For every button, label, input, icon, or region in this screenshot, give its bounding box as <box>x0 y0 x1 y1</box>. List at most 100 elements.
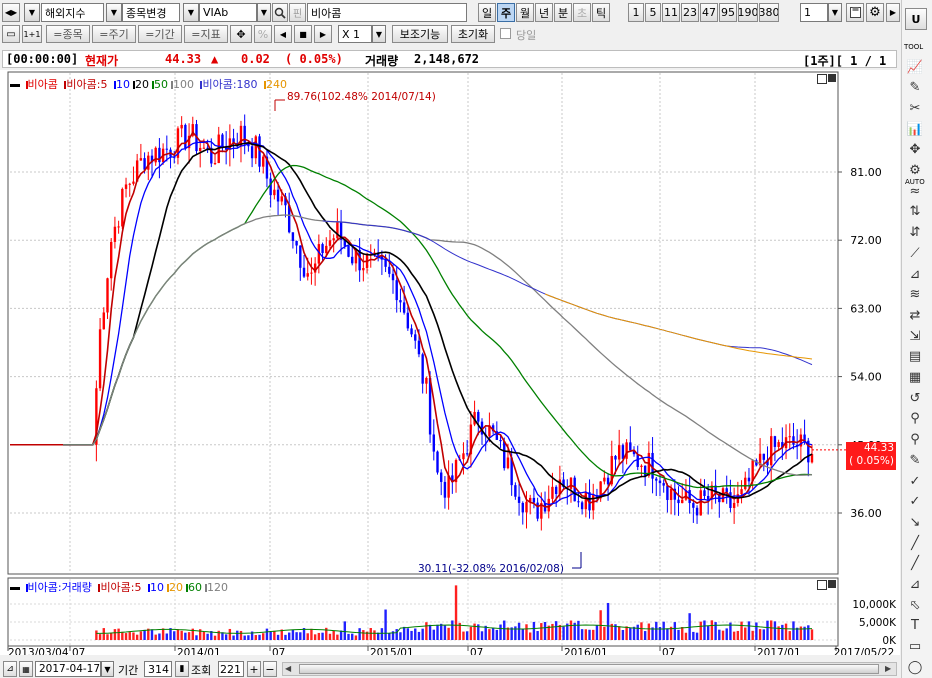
stop-button[interactable]: ■ <box>294 25 312 43</box>
save-button[interactable] <box>846 3 864 22</box>
interval-button-1[interactable]: 5 <box>645 3 661 22</box>
check-icon[interactable]: ✓ <box>909 473 921 489</box>
legend-vma-swatch-icon <box>205 584 208 592</box>
percent-button[interactable]: % <box>254 25 272 43</box>
menu-arrows-button[interactable]: ◀▶ <box>2 3 20 22</box>
layout-button[interactable]: ▭ <box>2 25 20 43</box>
market-dropdown-button[interactable]: ▼ <box>24 3 40 22</box>
pin-button[interactable]: 핀 <box>289 3 306 22</box>
cut-icon[interactable]: ✂ <box>909 100 921 116</box>
sort2-icon[interactable]: ⇵ <box>909 225 921 241</box>
scroll-left-arrow-icon[interactable]: ◀ <box>285 664 292 673</box>
text-icon[interactable]: T <box>911 618 919 634</box>
aux-function-button[interactable]: 보조기능 <box>392 25 448 43</box>
right-toolbar-top-button[interactable]: U <box>905 8 927 30</box>
pencil-icon[interactable]: ✎ <box>909 80 921 96</box>
grid-icon[interactable]: ▦ <box>908 370 922 385</box>
period-button-5[interactable]: 초 <box>573 3 591 22</box>
zoom-in-icon[interactable]: ⚲ <box>910 411 920 427</box>
interval-button-0[interactable]: 1 <box>628 3 644 22</box>
symbol-dropdown-button[interactable]: ▼ <box>183 3 199 22</box>
change-symbol-field[interactable]: 종목변경 <box>122 3 180 22</box>
line-icon[interactable]: ╱ <box>911 535 919 551</box>
symbol-code-input[interactable]: VIAb <box>199 3 257 22</box>
move-icon[interactable]: ✥ <box>909 142 921 158</box>
price-panel-maximize-icon[interactable] <box>817 74 827 84</box>
scrollbar-thumb[interactable] <box>299 664 879 674</box>
trend-icon[interactable]: ⟋ <box>910 245 920 261</box>
interval-button-3[interactable]: 23 <box>681 3 699 22</box>
symbol-code-dropdown-button[interactable]: ▼ <box>257 3 271 22</box>
angle-icon[interactable]: ⊿ <box>909 266 921 282</box>
link-symbol-button[interactable]: =종목 <box>46 25 90 43</box>
scroll-left-button[interactable]: ◀ <box>274 25 292 43</box>
pattern-icon[interactable]: ≋ <box>909 287 921 303</box>
same-day-checkbox[interactable] <box>500 28 511 39</box>
rectangle-icon[interactable]: ▭ <box>908 639 922 655</box>
horizontal-scrollbar[interactable]: ◀ ▶ <box>282 662 897 676</box>
search-button[interactable] <box>272 3 288 22</box>
check2-icon[interactable]: ✓ <box>909 494 921 510</box>
zoom-in-button[interactable]: + <box>247 661 261 677</box>
interval-button-5[interactable]: 95 <box>719 3 737 22</box>
period-button-0[interactable]: 일 <box>478 3 496 22</box>
scroll-right-button[interactable]: ▶ <box>314 25 332 43</box>
interval-button-7[interactable]: 380 <box>759 3 779 22</box>
price-panel-close-icon[interactable] <box>828 74 836 82</box>
link-period-button[interactable]: =주기 <box>92 25 136 43</box>
interval-button-4[interactable]: 47 <box>700 3 718 22</box>
period-button-3[interactable]: 년 <box>535 3 553 22</box>
change-symbol-dropdown-button[interactable]: ▼ <box>106 3 122 22</box>
volume-bar <box>714 622 717 640</box>
date-dropdown-button[interactable]: ▼ <box>101 661 114 677</box>
reset-button[interactable]: 초기화 <box>451 25 495 43</box>
draw-icon[interactable]: ✎ <box>909 452 921 468</box>
line2-icon[interactable]: ╱ <box>911 556 919 572</box>
bar-icon[interactable]: 📊 <box>906 121 924 137</box>
volume-panel-close-icon[interactable] <box>828 580 836 588</box>
market-field[interactable]: 해외지수 <box>41 3 104 22</box>
multiplier-dropdown-button[interactable]: ▼ <box>372 25 386 43</box>
undo-icon[interactable]: ↺ <box>909 390 921 406</box>
circle-icon[interactable]: ◯ <box>907 659 923 675</box>
triangle-icon[interactable]: ⊿ <box>909 577 921 592</box>
interval-input[interactable]: 1 <box>800 3 828 22</box>
period-input[interactable]: 314 <box>144 661 172 677</box>
view-toggle-button[interactable]: ▮ <box>175 661 189 677</box>
link-indicator-button[interactable]: =지표 <box>184 25 228 43</box>
zoom-out-icon[interactable]: ⚲ <box>910 432 920 448</box>
interval-dropdown-button[interactable]: ▼ <box>828 3 842 22</box>
legend-ma5-icon <box>64 81 67 89</box>
volume-bar <box>695 632 699 640</box>
line-chart-icon[interactable]: 📈 <box>906 59 924 75</box>
zoom-out-button[interactable]: − <box>263 661 277 677</box>
interval-button-2[interactable]: 11 <box>662 3 680 22</box>
sort-icon[interactable]: ⇅ <box>909 204 921 220</box>
search-icon <box>274 7 286 19</box>
arrow-up-icon[interactable]: ⬁ <box>909 597 921 613</box>
wrench-icon[interactable]: ⚙ <box>909 163 921 178</box>
multiplier-select[interactable]: X 1 <box>338 25 372 43</box>
period-button-4[interactable]: 분 <box>554 3 572 22</box>
date-input[interactable]: 2017-04-17 <box>35 661 101 677</box>
view-input[interactable]: 221 <box>218 661 244 677</box>
chart-type-button[interactable]: ⊿ <box>3 661 17 677</box>
resize-icon[interactable]: ⇲ <box>909 328 921 344</box>
interval-button-6[interactable]: 190 <box>738 3 758 22</box>
period-button-2[interactable]: 월 <box>516 3 534 22</box>
wave-icon[interactable]: ≈ <box>909 183 921 199</box>
period-button-1[interactable]: 주 <box>497 3 515 22</box>
date-picker-button[interactable]: ▦ <box>19 661 33 677</box>
ratio-button[interactable]: 1+1 <box>22 25 42 43</box>
swap-icon[interactable]: ⇄ <box>909 307 921 323</box>
volume-panel-maximize-icon[interactable] <box>817 580 827 590</box>
link-range-button[interactable]: =기간 <box>138 25 182 43</box>
scroll-right-arrow-icon[interactable]: ▶ <box>885 664 892 673</box>
arrow-down-right-icon[interactable]: ↘ <box>909 514 921 530</box>
move-button[interactable]: ✥ <box>230 25 252 43</box>
stock-chart[interactable]: 81.0072.0063.0054.0045.0036.0010,000K5,0… <box>0 70 900 655</box>
table-icon[interactable]: ▤ <box>908 349 922 365</box>
settings-button[interactable]: ⚙ <box>866 3 884 22</box>
period-button-6[interactable]: 틱 <box>592 3 610 22</box>
expand-button[interactable]: ▶ <box>886 3 900 22</box>
